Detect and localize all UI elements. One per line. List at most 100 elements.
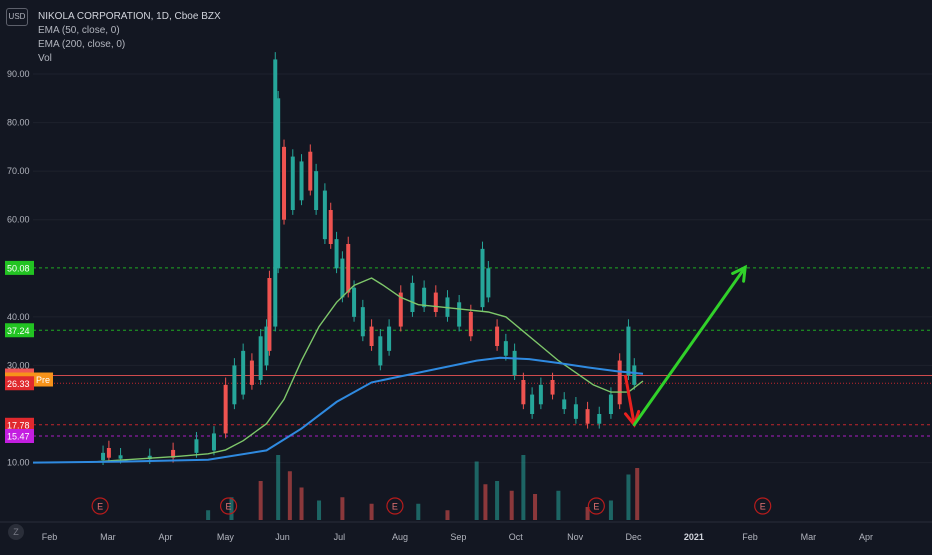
x-tick-label: Mar (801, 532, 817, 542)
candle-body (585, 409, 590, 424)
earnings-marker (754, 497, 772, 515)
candle-body (106, 448, 111, 458)
price-tag-label: 37.24 (7, 326, 30, 336)
candle-body (290, 156, 295, 210)
y-tick-label: 90.00 (7, 69, 30, 79)
candle-body (486, 268, 491, 298)
volume-bar (416, 503, 421, 520)
candle-body (282, 146, 287, 220)
volume-bar (276, 455, 281, 520)
tradingview-logo-icon[interactable]: Z (8, 524, 24, 540)
candle-body (264, 326, 269, 366)
price-tag (5, 323, 34, 338)
candle-body (360, 307, 365, 337)
price-tag (5, 376, 34, 391)
y-tick-label: 30.00 (7, 360, 30, 370)
earnings-marker (219, 497, 238, 515)
price-tag-label: 15.47 (7, 432, 30, 442)
candle-body (562, 399, 567, 410)
x-tick-label: 2021 (684, 532, 704, 542)
candle-body (521, 380, 526, 405)
legend-ema200[interactable]: EMA (200, close, 0) (38, 39, 126, 50)
volume-bar (608, 500, 613, 520)
volume-bar (635, 468, 640, 520)
volume-bar (509, 490, 514, 520)
pre-tag (34, 372, 53, 387)
candle-body (258, 336, 263, 380)
earnings-label: E (760, 502, 766, 512)
x-tick-label: Dec (626, 532, 643, 542)
candle-body (632, 365, 637, 385)
ema200-line (32, 356, 644, 464)
candle-body (328, 210, 333, 244)
candle-body (512, 350, 517, 376)
volume-bar (483, 484, 488, 520)
earnings-marker (91, 497, 109, 515)
volume-bar (206, 510, 211, 520)
candle-body (398, 292, 403, 327)
earnings-label: E (97, 502, 103, 512)
y-tick-label: 80.00 (7, 118, 30, 128)
candle-body (387, 326, 392, 351)
candle-body (410, 282, 415, 312)
candle-body (457, 302, 462, 327)
earnings-marker (386, 497, 404, 515)
volume-bar (258, 481, 263, 520)
earnings-label: E (593, 502, 599, 512)
candle-body (118, 455, 123, 459)
volume-bar (533, 494, 538, 520)
x-tick-label: Apr (159, 532, 173, 542)
x-tick-label: Mar (100, 532, 116, 542)
candle-body (530, 394, 535, 414)
x-tick-label: Oct (509, 532, 524, 542)
x-tick-label: May (217, 532, 235, 542)
candle-body (538, 384, 543, 405)
candle-body (273, 59, 278, 327)
legend: NIKOLA CORPORATION, 1D, Cboe BZX EMA (50… (38, 10, 221, 66)
x-tick-label: Apr (859, 532, 873, 542)
legend-vol[interactable]: Vol (38, 53, 52, 64)
legend-ema50[interactable]: EMA (50, close, 0) (38, 25, 120, 36)
candle-body (308, 151, 313, 191)
candle-body (299, 161, 304, 201)
legend-symbol[interactable]: NIKOLA CORPORATION, 1D, Cboe BZX (38, 11, 221, 22)
currency-badge[interactable]: USD (6, 8, 28, 26)
price-tag-label: 50.08 (7, 263, 30, 273)
volume-bar (229, 497, 234, 520)
red-arrow (624, 374, 636, 427)
candle-body (334, 239, 339, 269)
candle-body (480, 248, 485, 308)
volume-bar (495, 481, 500, 520)
candle-body (573, 404, 578, 419)
y-tick-label: 70.00 (7, 166, 30, 176)
price-tag-label: 17.78 (7, 420, 30, 430)
candle-body (617, 360, 622, 405)
candle-body (322, 190, 327, 240)
pre-tag-label: Pre (36, 375, 50, 385)
candle-body (171, 449, 176, 458)
candle-body (608, 394, 613, 414)
candle-body (422, 287, 427, 308)
volume-bar (369, 503, 374, 520)
earnings-label: E (392, 502, 398, 512)
candle-body (314, 171, 319, 210)
x-tick-label: Jun (275, 532, 290, 542)
candle-body (223, 384, 228, 434)
x-tick-label: Jul (334, 532, 346, 542)
candle-body (550, 380, 555, 395)
volume-bar (299, 487, 304, 520)
x-tick-label: Nov (567, 532, 584, 542)
candle-body (597, 414, 602, 424)
candle-body (378, 336, 383, 366)
green-arrow-head (731, 264, 747, 283)
candle-body (346, 244, 351, 293)
x-tick-label: Aug (392, 532, 408, 542)
y-tick-label: 40.00 (7, 312, 30, 322)
y-tick-label: 60.00 (7, 215, 30, 225)
candle-body (433, 292, 438, 312)
candle-body (495, 326, 500, 346)
volume-bar (445, 510, 450, 520)
candle-body (267, 278, 272, 351)
